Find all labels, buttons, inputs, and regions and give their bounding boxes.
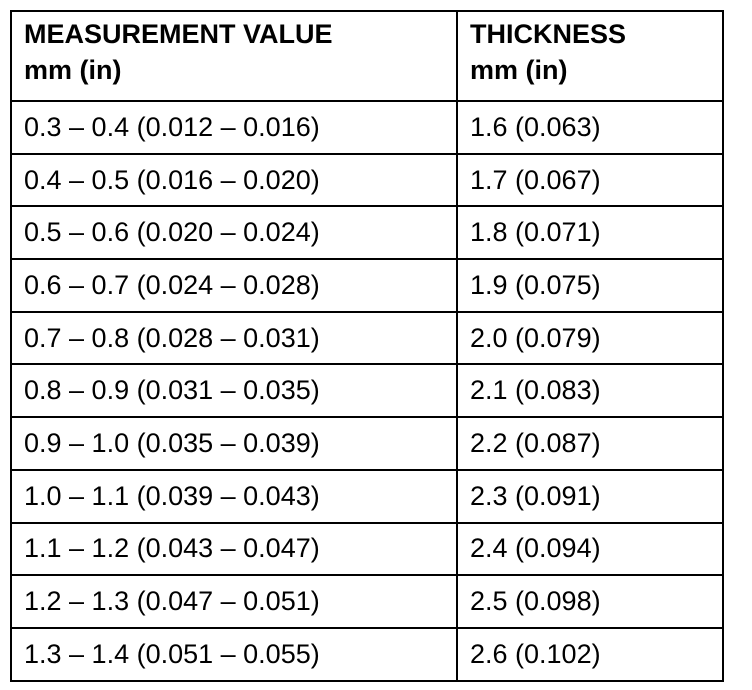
measurement-cell: 0.3 – 0.4 (0.012 – 0.016)	[10, 100, 458, 155]
table-row: 0.3 – 0.4 (0.012 – 0.016) 1.6 (0.063)	[10, 100, 724, 155]
measurement-cell: 1.0 – 1.1 (0.039 – 0.043)	[10, 468, 458, 524]
measurement-cell: 0.9 – 1.0 (0.035 – 0.039)	[10, 416, 458, 471]
thickness-cell: 2.5 (0.098)	[456, 574, 724, 629]
measurement-cell: 0.4 – 0.5 (0.016 – 0.020)	[10, 152, 458, 208]
thickness-cell: 2.6 (0.102)	[456, 626, 724, 682]
measurement-cell: 0.6 – 0.7 (0.024 – 0.028)	[10, 258, 458, 313]
measurement-thickness-table: MEASUREMENT VALUE mm (in) THICKNESS mm (…	[10, 10, 724, 682]
measurement-cell: 1.1 – 1.2 (0.043 – 0.047)	[10, 521, 458, 577]
table-row: 1.2 – 1.3 (0.047 – 0.051) 2.5 (0.098)	[10, 574, 724, 629]
table-body: 0.3 – 0.4 (0.012 – 0.016) 1.6 (0.063) 0.…	[10, 100, 724, 682]
thickness-cell: 1.9 (0.075)	[456, 258, 724, 313]
thickness-cell: 2.4 (0.094)	[456, 521, 724, 577]
thickness-cell: 1.6 (0.063)	[456, 100, 724, 155]
thickness-cell: 2.2 (0.087)	[456, 416, 724, 471]
header-measurement-unit: mm (in)	[24, 55, 122, 85]
header-row: MEASUREMENT VALUE mm (in) THICKNESS mm (…	[10, 10, 724, 102]
measurement-cell: 1.3 – 1.4 (0.051 – 0.055)	[10, 626, 458, 682]
header-thickness-unit: mm (in)	[470, 55, 568, 85]
thickness-cell: 1.7 (0.067)	[456, 152, 724, 208]
measurement-cell: 1.2 – 1.3 (0.047 – 0.051)	[10, 574, 458, 629]
header-measurement-title: MEASUREMENT VALUE	[24, 19, 333, 49]
table-row: 0.5 – 0.6 (0.020 – 0.024) 1.8 (0.071)	[10, 205, 724, 261]
header-measurement-value: MEASUREMENT VALUE mm (in)	[10, 10, 458, 102]
table-row: 0.6 – 0.7 (0.024 – 0.028) 1.9 (0.075)	[10, 258, 724, 313]
thickness-cell: 2.0 (0.079)	[456, 310, 724, 366]
table-row: 0.4 – 0.5 (0.016 – 0.020) 1.7 (0.067)	[10, 152, 724, 208]
table-row: 1.3 – 1.4 (0.051 – 0.055) 2.6 (0.102)	[10, 626, 724, 682]
table-row: 0.7 – 0.8 (0.028 – 0.031) 2.0 (0.079)	[10, 310, 724, 366]
measurement-cell: 0.5 – 0.6 (0.020 – 0.024)	[10, 205, 458, 261]
table-row: 0.9 – 1.0 (0.035 – 0.039) 2.2 (0.087)	[10, 416, 724, 471]
table-row: 1.0 – 1.1 (0.039 – 0.043) 2.3 (0.091)	[10, 468, 724, 524]
header-thickness: THICKNESS mm (in)	[456, 10, 724, 102]
table-row: 1.1 – 1.2 (0.043 – 0.047) 2.4 (0.094)	[10, 521, 724, 577]
thickness-cell: 2.1 (0.083)	[456, 363, 724, 419]
thickness-cell: 1.8 (0.071)	[456, 205, 724, 261]
table-row: 0.8 – 0.9 (0.031 – 0.035) 2.1 (0.083)	[10, 363, 724, 419]
header-thickness-title: THICKNESS	[470, 19, 627, 49]
thickness-cell: 2.3 (0.091)	[456, 468, 724, 524]
measurement-cell: 0.8 – 0.9 (0.031 – 0.035)	[10, 363, 458, 419]
table-header: MEASUREMENT VALUE mm (in) THICKNESS mm (…	[10, 10, 724, 102]
measurement-cell: 0.7 – 0.8 (0.028 – 0.031)	[10, 310, 458, 366]
